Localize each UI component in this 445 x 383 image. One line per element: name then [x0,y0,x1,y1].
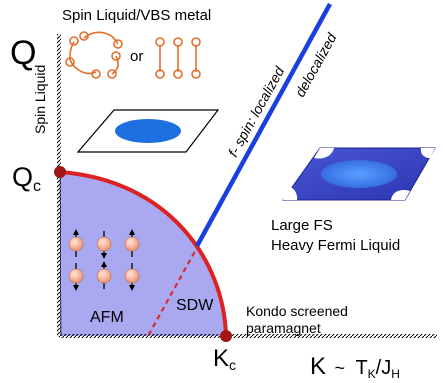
afm-spins [68,229,140,291]
kc-point [220,330,232,342]
large-fs-label: Large FS [271,217,333,234]
afm-label: AFM [90,309,124,326]
or-label: or [130,48,143,65]
large-fs-plane [282,147,436,201]
kondo-label-line2: paramagnet [246,320,321,336]
y-axis [57,34,61,337]
spin-up [96,261,112,289]
localized-label: f- spin: localized [225,63,288,160]
vbs-ring-cluster [65,31,123,79]
afm-region [60,172,226,336]
y-axis-label: Spin Liquid [32,65,48,134]
kondo-label-line1: Kondo screened [246,303,348,319]
x-axis-label: K ~ TK/JH [310,353,400,381]
spin-up [124,229,140,257]
spin-up [68,229,84,257]
afm-boundary [59,170,228,337]
vbs-dimer-cluster [155,37,201,79]
x-axis [59,334,437,338]
qc-point [54,166,66,178]
y-axis-symbol: Q [10,34,36,72]
kc-label: Kc [213,345,236,373]
spin-down [124,263,140,291]
delocalization-line [195,2,332,248]
spin-down [96,231,112,259]
title: Spin Liquid/VBS metal [62,7,211,24]
heavy-fl-label: Heavy Fermi Liquid [271,237,400,254]
sdw-label: SDW [176,297,214,314]
qc-label: Qc [12,162,41,195]
small-fermi-surface [115,119,181,143]
spin-down [68,263,84,291]
